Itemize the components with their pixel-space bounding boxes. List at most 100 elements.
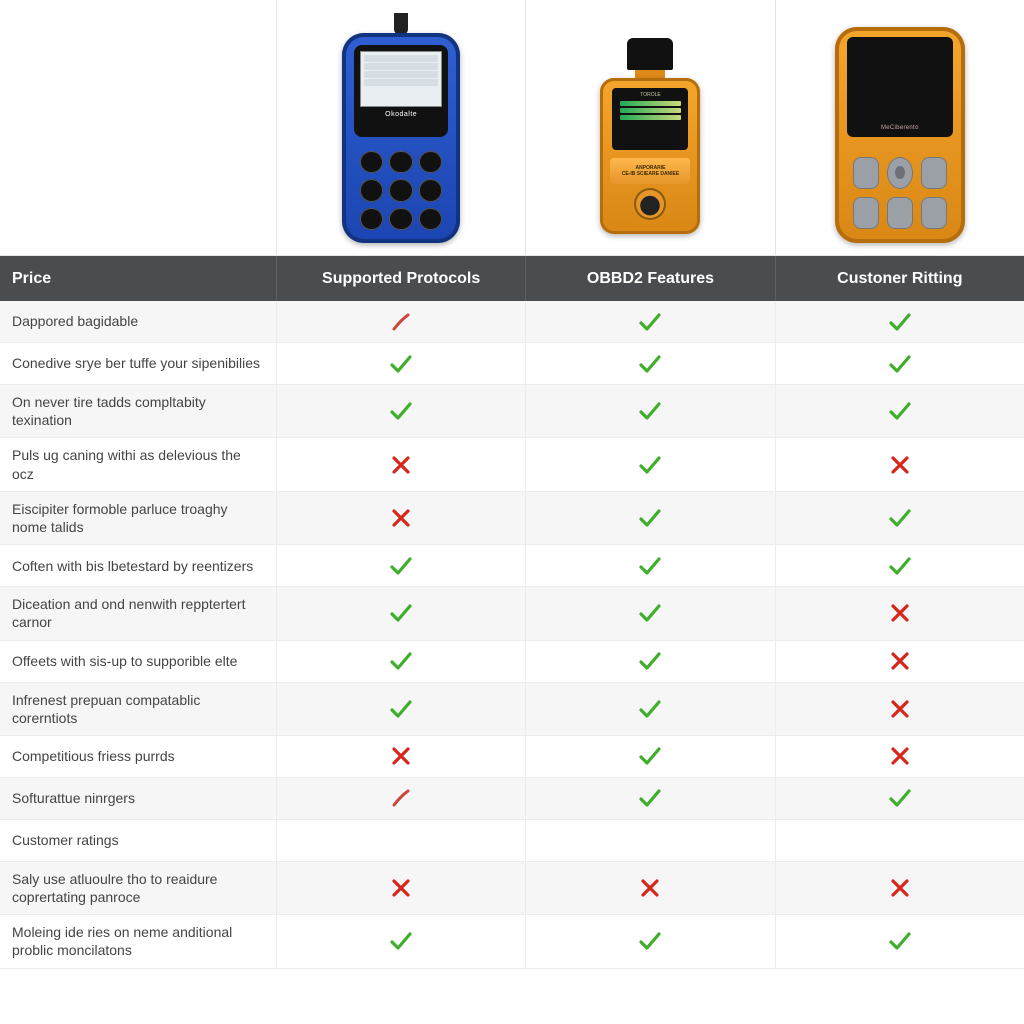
check-icon (638, 310, 662, 334)
table-row: Competitious friess purrds (0, 736, 1024, 778)
header-col-1: Supported Protocols (277, 256, 526, 301)
product-col-2: TOROLE ANPORARIECE-IB SCIEARE DANIEE (526, 0, 775, 255)
device-screen: MeCiberento (847, 37, 953, 137)
check-icon (389, 929, 413, 953)
row-cell (277, 545, 526, 586)
device-body: Okodalte (342, 33, 460, 243)
device-orange-compact: TOROLE ANPORARIECE-IB SCIEARE DANIEE (600, 38, 700, 238)
header-label: Price (0, 256, 277, 301)
device-cable (394, 13, 408, 35)
table-row: Diceation and ond nenwith repptertert ca… (0, 587, 1024, 640)
table-row: Eiscipiter formoble parluce troaghy nome… (0, 492, 1024, 545)
row-cell (776, 492, 1024, 544)
row-cell (526, 915, 775, 967)
device-blue-scanner: Okodalte (341, 13, 461, 243)
gauge-icon (634, 188, 666, 220)
empty-icon (389, 828, 413, 852)
slash-icon (389, 786, 413, 810)
cross-icon (389, 744, 413, 768)
row-cell (277, 385, 526, 437)
row-cell (776, 915, 1024, 967)
row-label: Customer ratings (0, 820, 277, 861)
row-label: Diceation and ond nenwith repptertert ca… (0, 587, 277, 639)
row-cell (526, 343, 775, 384)
row-cell (776, 736, 1024, 777)
device-screen-bezel: Okodalte (354, 45, 448, 137)
table-row: Customer ratings (0, 820, 1024, 862)
row-label: Competitious friess purrds (0, 736, 277, 777)
row-label: On never tire tadds compltabity texinati… (0, 385, 277, 437)
device-brand: MeCiberento (881, 125, 919, 131)
row-cell (526, 683, 775, 735)
cross-icon (888, 744, 912, 768)
row-label: Saly use atluoulre tho to reaidure copre… (0, 862, 277, 914)
header-col-2: OBBD2 Features (526, 256, 775, 301)
device-brand: TOROLE (640, 92, 660, 98)
row-cell (277, 778, 526, 819)
cross-icon (888, 876, 912, 900)
row-label: Eiscipiter formoble parluce troaghy nome… (0, 492, 277, 544)
row-cell (776, 862, 1024, 914)
check-icon (888, 310, 912, 334)
empty-icon (638, 828, 662, 852)
row-cell (526, 641, 775, 682)
check-icon (638, 506, 662, 530)
check-icon (389, 697, 413, 721)
row-cell (277, 343, 526, 384)
check-icon (888, 506, 912, 530)
row-cell (776, 438, 1024, 490)
row-cell (776, 301, 1024, 342)
check-icon (389, 554, 413, 578)
row-cell (776, 343, 1024, 384)
row-cell (277, 641, 526, 682)
header-col-3: Custoner Ritting (776, 256, 1024, 301)
check-icon (888, 554, 912, 578)
row-cell (277, 736, 526, 777)
table-header: Price Supported Protocols OBBD2 Features… (0, 256, 1024, 301)
row-label: Infrenest prepuan compatablic corerntiot… (0, 683, 277, 735)
row-cell (526, 736, 775, 777)
check-icon (638, 929, 662, 953)
row-cell (526, 778, 775, 819)
row-cell (277, 438, 526, 490)
device-plug (627, 38, 673, 70)
row-cell (526, 862, 775, 914)
device-body: TOROLE ANPORARIECE-IB SCIEARE DANIEE (600, 78, 700, 234)
row-cell (776, 820, 1024, 861)
row-cell (526, 545, 775, 586)
check-icon (638, 744, 662, 768)
check-icon (638, 697, 662, 721)
cross-icon (389, 506, 413, 530)
row-cell (277, 862, 526, 914)
cross-icon (888, 453, 912, 477)
product-col-3: MeCiberento (776, 0, 1024, 255)
cross-icon (389, 453, 413, 477)
empty-icon (888, 828, 912, 852)
table-row: Coften with bis lbetestard by reentizers (0, 545, 1024, 587)
device-brand: Okodalte (360, 111, 442, 118)
row-label: Moleing ide ries on neme anditional prob… (0, 915, 277, 967)
row-cell (526, 301, 775, 342)
row-label: Coften with bis lbetestard by reentizers (0, 545, 277, 586)
device-orange-large: MeCiberento (835, 27, 965, 243)
cross-icon (888, 649, 912, 673)
row-label: Softurattue ninrgers (0, 778, 277, 819)
row-label: Conedive srye ber tuffe your sipenibilie… (0, 343, 277, 384)
check-icon (638, 601, 662, 625)
row-cell (277, 683, 526, 735)
device-label-strip: ANPORARIECE-IB SCIEARE DANIEE (610, 158, 690, 184)
check-icon (888, 786, 912, 810)
row-label: Offeets with sis-up to supporible elte (0, 641, 277, 682)
device-screen (360, 51, 442, 107)
check-icon (888, 352, 912, 376)
row-cell (526, 492, 775, 544)
row-cell (277, 587, 526, 639)
check-icon (638, 399, 662, 423)
row-cell (526, 587, 775, 639)
row-cell (526, 385, 775, 437)
cross-icon (389, 876, 413, 900)
table-row: Moleing ide ries on neme anditional prob… (0, 915, 1024, 968)
cross-icon (638, 876, 662, 900)
table-row: On never tire tadds compltabity texinati… (0, 385, 1024, 438)
device-buttons (853, 157, 947, 229)
